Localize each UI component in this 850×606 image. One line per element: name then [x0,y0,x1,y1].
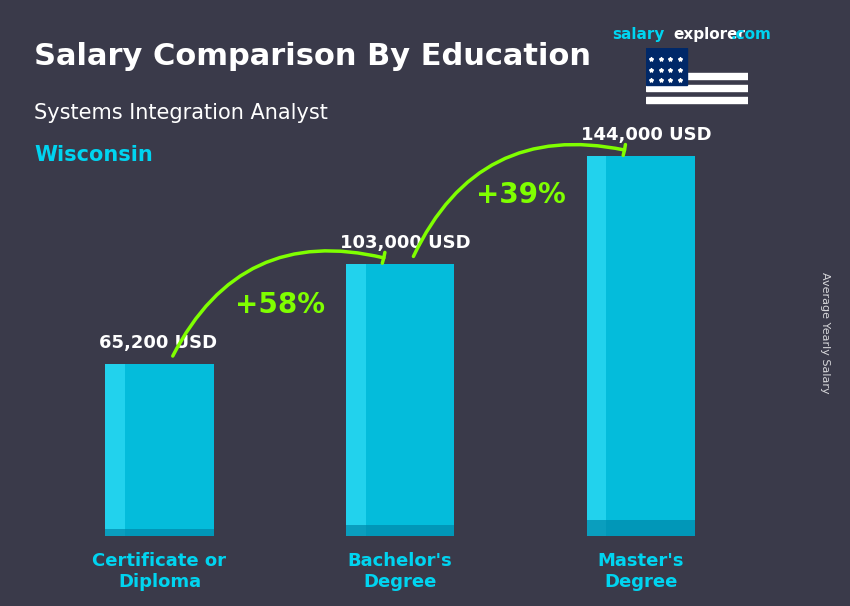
Bar [646,73,748,79]
Text: salary: salary [612,27,665,42]
Bar [346,525,455,536]
Bar [105,528,213,536]
Bar [586,521,695,536]
Bar [646,48,687,85]
Bar [586,156,695,536]
Text: 65,200 USD: 65,200 USD [99,334,218,352]
Text: explorer: explorer [673,27,745,42]
Bar [646,97,748,103]
Text: .com: .com [731,27,772,42]
Text: +58%: +58% [235,291,325,319]
Bar [346,264,366,536]
Text: +39%: +39% [476,181,565,208]
Text: 144,000 USD: 144,000 USD [581,127,711,144]
Text: Systems Integration Analyst: Systems Integration Analyst [34,103,328,123]
Text: 103,000 USD: 103,000 USD [340,235,471,252]
Text: Wisconsin: Wisconsin [34,145,153,165]
Bar [105,364,213,536]
Bar [105,364,125,536]
Bar [586,156,606,536]
Text: Average Yearly Salary: Average Yearly Salary [819,273,830,394]
Bar [646,85,748,91]
Bar [346,264,455,536]
Text: Salary Comparison By Education: Salary Comparison By Education [34,42,591,72]
